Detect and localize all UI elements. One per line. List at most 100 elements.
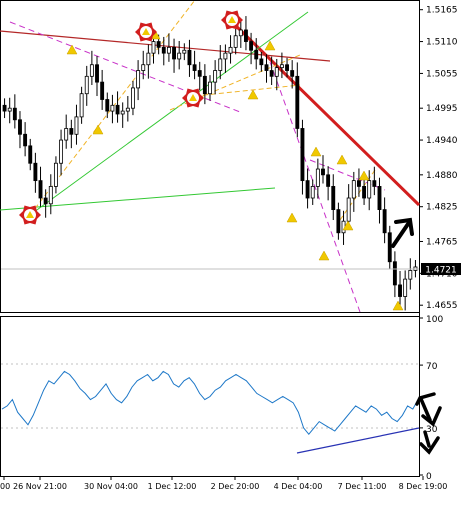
- candle: [336, 202, 341, 240]
- current-price-box: [421, 263, 461, 275]
- candle: [351, 171, 356, 212]
- price-tick-label: 1.4880: [426, 171, 458, 181]
- candle: [69, 119, 74, 149]
- price-tick-label: 1.4765: [426, 237, 458, 247]
- candle: [141, 50, 146, 80]
- pivot-marker: [19, 205, 41, 225]
- candle: [218, 45, 223, 80]
- indicator-line: [1, 370, 419, 435]
- candle: [305, 168, 310, 209]
- time-tick-label: 2 Dec 20:00: [211, 482, 260, 491]
- trendlines: [0, 0, 421, 313]
- candle: [115, 91, 120, 123]
- candle: [177, 40, 182, 70]
- fractal-marker: [342, 220, 354, 231]
- hand-drawn-arrow-down-lower: [419, 430, 440, 455]
- candle: [315, 158, 320, 199]
- time-tick-label: 1 Dec 12:00: [148, 482, 197, 491]
- time-tick-label: 26 Nov 21:00: [13, 482, 67, 491]
- fractal-marker: [247, 89, 259, 100]
- candle: [33, 152, 38, 193]
- fractal-marker: [92, 124, 104, 135]
- candle: [79, 86, 84, 124]
- candle: [274, 58, 279, 91]
- candle: [372, 166, 377, 196]
- candle: [48, 174, 53, 215]
- candle: [290, 60, 295, 89]
- time-tick-label: 00: [0, 482, 10, 491]
- candle: [166, 33, 171, 62]
- candle: [53, 156, 58, 194]
- fractal-marker: [286, 212, 298, 223]
- candle: [74, 104, 79, 145]
- trendline-magenta-2: [269, 61, 361, 313]
- candle: [392, 251, 397, 298]
- candle: [18, 111, 22, 149]
- candle: [95, 56, 99, 97]
- fractal-marker: [318, 250, 330, 261]
- candle: [208, 75, 212, 101]
- candle: [105, 92, 110, 119]
- candle: [182, 43, 187, 61]
- candle: [192, 50, 197, 80]
- pivot-marker: [182, 88, 204, 108]
- price-tick-label: 1.4995: [426, 104, 458, 114]
- time-tick-label: 7 Dec 11:00: [338, 482, 387, 491]
- candle: [197, 61, 202, 91]
- indicator-tick-label: 30: [426, 425, 438, 435]
- candle: [172, 38, 176, 73]
- hand-drawn-arrow-down-upper: [415, 392, 442, 427]
- indicator-tick-label: 0: [426, 472, 432, 482]
- time-tick-label: 4 Dec 04:00: [274, 482, 323, 491]
- candle: [28, 138, 33, 171]
- current-price-label: 1.4721: [425, 266, 457, 276]
- candle: [254, 38, 259, 70]
- price-pane: [0, 0, 420, 313]
- candle: [321, 155, 325, 184]
- trendline-red-main: [230, 20, 421, 207]
- candle: [356, 168, 361, 197]
- time-tick-label: 30 Nov 04:00: [84, 482, 138, 491]
- candle: [84, 65, 89, 106]
- hand-drawn-arrow-up: [391, 217, 414, 248]
- price-tick-label: 1.5055: [426, 69, 458, 79]
- trendline-orange-1: [29, 0, 196, 216]
- candle: [403, 270, 408, 311]
- time-tick-label: 8 Dec 19:00: [399, 482, 448, 491]
- candle: [2, 98, 7, 119]
- candle: [300, 119, 305, 195]
- candle: [285, 57, 289, 78]
- candle: [213, 60, 218, 95]
- candle: [43, 189, 48, 218]
- candle: [269, 56, 274, 86]
- indicator-axis: 100 70 30 0: [419, 315, 443, 482]
- candle: [228, 35, 233, 64]
- candle: [187, 39, 192, 77]
- candle: [59, 129, 64, 176]
- indicator-tick-label: 100: [426, 315, 443, 325]
- candle: [362, 179, 367, 205]
- candle: [223, 44, 228, 73]
- candle: [131, 80, 135, 116]
- candle: [244, 16, 248, 51]
- price-tick-label: 1.5165: [426, 6, 458, 16]
- candle: [238, 19, 243, 48]
- candle: [398, 271, 402, 306]
- candle: [259, 51, 264, 72]
- candle: [279, 52, 284, 79]
- price-tick-label: 1.4655: [426, 301, 458, 311]
- time-axis: 00 26 Nov 21:00 30 Nov 04:00 1 Dec 12:00 2 D…: [0, 476, 447, 491]
- candle: [146, 44, 151, 79]
- candle: [377, 177, 382, 224]
- price-tick-label: 1.4940: [426, 136, 458, 146]
- fractal-marker: [310, 146, 322, 157]
- candle: [38, 166, 43, 207]
- price-axis: 1.5165 1.5110 1.5055 1.4995 1.4940 1.4880 1.48…: [419, 6, 458, 311]
- fractal-marker: [66, 44, 78, 55]
- trendline-green-steep: [29, 11, 309, 216]
- candle: [326, 166, 331, 201]
- fractal-marker: [392, 300, 404, 311]
- fractal-markers: [66, 29, 404, 311]
- trendline-orange-3: [194, 84, 301, 97]
